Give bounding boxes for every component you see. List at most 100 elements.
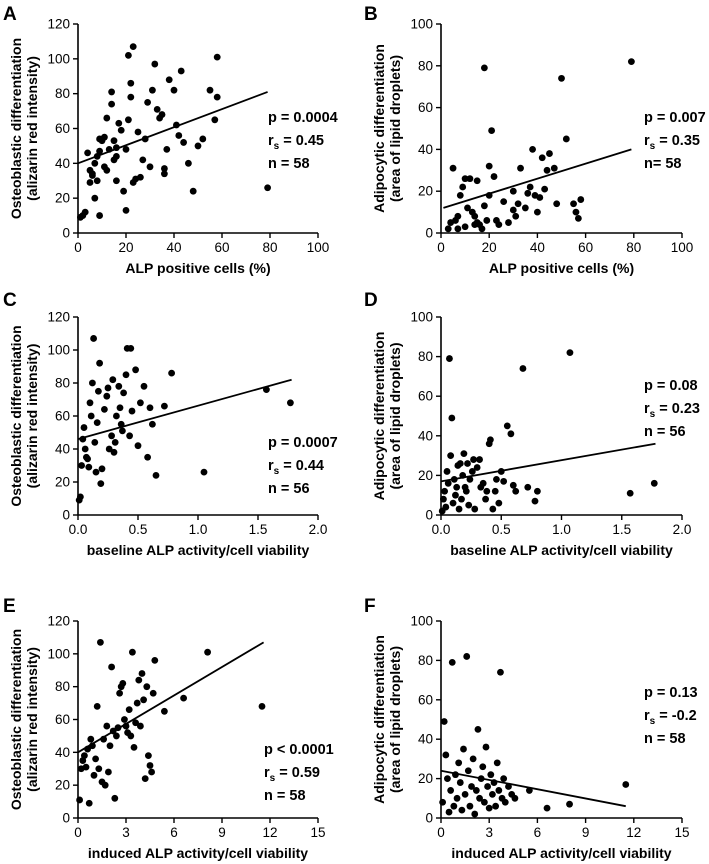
data-point [440,718,448,725]
data-point [101,133,108,141]
x-tick-label: 3 [122,825,130,840]
data-point [86,179,94,186]
data-point [91,159,99,167]
data-point [465,501,473,509]
x-axis-title: induced ALP activity/cell viability [451,845,671,861]
data-point [509,206,517,214]
x-tick-label: 80 [262,240,277,255]
y-tick-label: 40 [55,156,70,171]
data-point [211,116,219,124]
data-point [443,468,451,475]
panel-letter: F [364,596,376,617]
data-point [550,164,558,172]
x-tick-label: 0 [437,240,445,255]
data-point [447,452,455,459]
x-tick-label: 0.5 [492,522,511,537]
data-point [450,475,458,483]
x-axis-title: ALP positive cells (%) [125,260,270,276]
data-point [82,763,90,771]
data-point [452,771,459,779]
data-point [84,455,91,463]
data-point [468,468,476,475]
data-point [519,365,527,372]
y-axis-title: (area of lipid droplets) [387,342,403,489]
data-point [126,432,133,440]
data-point [120,187,127,195]
data-point [130,744,138,751]
y-tick-label: 20 [55,778,70,793]
y-axis-title: Osteoblastic differentiation [8,38,24,219]
data-point [134,442,142,450]
data-point [456,191,464,199]
x-tick-label: 12 [626,825,641,840]
panel-B: B 0 20 40 60 80 100 0 20 40 60 80 100 ALP positive ce… [364,4,706,276]
sample-size: n = 56 [644,424,686,440]
data-point [454,225,462,233]
data-point [200,468,208,476]
x-tick-label: 0 [437,825,445,840]
data-point [492,802,500,810]
data-point [487,771,495,779]
data-point [487,436,494,444]
data-point [168,369,176,377]
data-point [572,208,580,216]
y-axis-title: Adipocytic differentiation [371,332,387,501]
data-point [500,775,508,782]
y-tick-label: 0 [62,508,70,523]
data-point [455,759,463,767]
data-point [287,399,294,407]
y-tick-label: 20 [418,468,433,483]
y-tick-label: 120 [47,310,70,325]
x-tick-label: 100 [671,240,694,255]
y-tick-label: 60 [55,712,70,727]
data-point [263,386,270,393]
data-point [541,185,549,193]
panel-letter: E [3,596,16,617]
data-point [453,794,461,802]
data-point [521,204,529,212]
y-tick-label: 120 [47,614,70,629]
data-point [543,166,551,174]
data-point [113,732,120,740]
data-point [471,505,479,513]
data-point [574,214,582,222]
data-point [113,412,120,420]
data-point [170,86,178,94]
data-point [95,765,103,773]
y-axis-title: Osteoblastic differentiation [8,325,24,506]
y-tick-label: 60 [418,389,433,404]
data-point [124,51,132,59]
data-point [96,147,103,155]
data-point [478,225,486,233]
data-point [121,716,128,723]
data-point [495,499,503,507]
y-tick-label: 40 [418,732,433,747]
data-point [127,732,135,740]
data-point [493,475,500,483]
data-point [458,806,466,814]
data-point [89,170,96,178]
x-tick-label: 1.0 [189,522,208,537]
data-point [93,702,101,710]
y-tick-label: 100 [47,51,70,66]
data-point [258,702,266,710]
data-point [213,93,221,101]
data-point [105,146,113,153]
y-axis-title: Osteoblastic differentiation [8,629,24,810]
data-point [106,742,114,750]
data-point [146,762,154,769]
data-point [213,53,221,61]
y-axis-title: Adipocytic differentiation [371,635,387,804]
data-point [445,808,453,816]
sample-size: n = 58 [644,731,686,747]
y-tick-label: 60 [55,121,70,136]
data-point [117,126,125,134]
data-point [538,154,546,162]
data-point [90,335,97,342]
data-point [108,88,115,96]
data-point [103,722,111,730]
y-tick-label: 80 [418,653,433,668]
data-point [175,132,183,139]
data-point [104,384,112,392]
